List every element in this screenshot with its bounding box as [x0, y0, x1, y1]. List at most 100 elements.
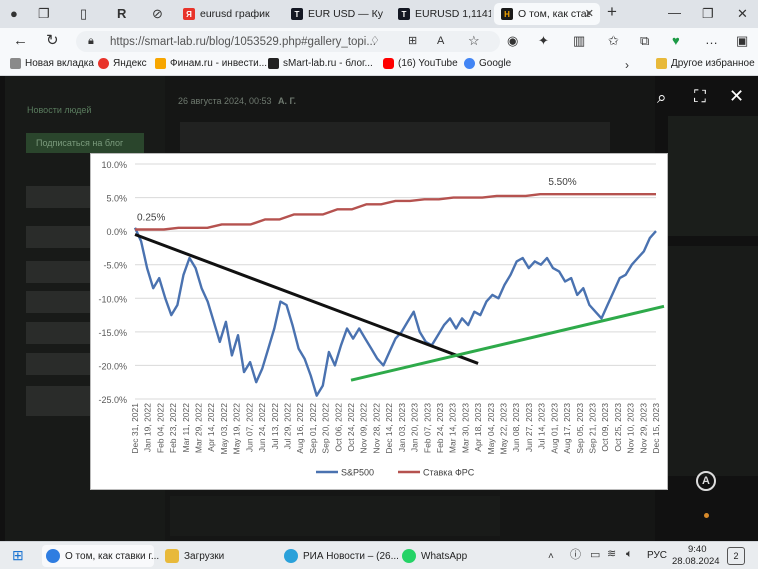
taskbar-label: РИА Новости – (26...: [303, 550, 399, 562]
x-tick-label: Feb 24, 2023: [435, 403, 445, 453]
favorites-icon[interactable]: ✩: [608, 33, 619, 48]
notification-center[interactable]: 2: [727, 547, 745, 565]
x-tick-label: Jun 07, 2022: [244, 403, 254, 452]
close-tab-icon[interactable]: ✕: [584, 8, 594, 20]
bottom-block-dimmed: [170, 496, 500, 536]
favorite-star-icon[interactable]: ☆: [468, 33, 480, 48]
bookmarks-bar: Новая вкладка Яндекс Финам.ru - инвести.…: [0, 55, 758, 76]
globe-icon[interactable]: ◉: [507, 33, 519, 48]
site-info-icon[interactable]: 🔒︎: [88, 35, 94, 47]
x-tick-label: Aug 17, 2023: [562, 403, 572, 454]
language-icon[interactable]: ⓘ: [570, 549, 581, 561]
url-text: https://smart-lab.ru/blog/1053529.php#ga…: [110, 35, 376, 48]
bookmark-finam[interactable]: Финам.ru - инвести...: [155, 58, 267, 69]
more-icon[interactable]: …: [705, 32, 718, 47]
sidebar-item-dimmed: [26, 186, 90, 208]
x-tick-label: Jun 08, 2023: [511, 403, 521, 452]
taskbar-label: О том, как ставки г...: [65, 550, 160, 562]
tab-0[interactable]: Я eurusd график: [176, 3, 280, 25]
page-content-overlay: Новости людей Подписаться на блог 26 авг…: [0, 76, 758, 541]
y-tick-label: 10.0%: [101, 160, 127, 170]
taskbar-item-telegram[interactable]: РИА Новости – (26...: [284, 545, 399, 567]
close-lightbox-icon[interactable]: ✕: [729, 86, 745, 106]
new-tab-icon: [10, 58, 21, 69]
bookmark-smartlab[interactable]: sMart-lab.ru - блог...: [268, 58, 373, 69]
extensions-icon[interactable]: ✦: [538, 33, 549, 48]
taskbar: ⊞ О том, как ставки г... Загрузки РИА Но…: [0, 541, 758, 569]
minimize-icon[interactable]: —: [668, 5, 681, 20]
copilot-icon[interactable]: ▣: [736, 33, 749, 48]
wifi-icon[interactable]: ≋: [607, 548, 617, 560]
page-icon[interactable]: ▯: [80, 6, 88, 21]
vpn-heart-icon[interactable]: ♥: [672, 33, 680, 48]
bookmark-label: Финам.ru - инвести...: [170, 58, 268, 69]
y-tick-label: 5.0%: [106, 194, 127, 204]
bookmark-new-tab[interactable]: Новая вкладка: [10, 58, 94, 69]
read-aloud-icon[interactable]: A: [437, 35, 445, 47]
x-tick-label: Feb 23, 2022: [168, 403, 178, 453]
bookmark-label: Google: [479, 58, 512, 69]
apps-icon[interactable]: ⊞: [408, 35, 418, 47]
r-app-icon[interactable]: R: [117, 6, 127, 21]
back-icon[interactable]: ←: [13, 32, 28, 49]
x-tick-label: Oct 24, 2022: [346, 403, 356, 452]
fed-rate-line: [135, 193, 656, 231]
bookmark-youtube[interactable]: (16) YouTube: [383, 58, 458, 69]
input-language[interactable]: РУС: [647, 550, 668, 561]
x-tick-label: Jul 13, 2022: [270, 403, 280, 450]
bookmark-google[interactable]: Google: [464, 58, 511, 69]
new-tab-icon[interactable]: +: [607, 2, 617, 21]
bookmark-other-folder[interactable]: Другое избранное: [656, 58, 755, 69]
x-tick-label: Oct 09, 2023: [600, 403, 610, 452]
tab-2[interactable]: T EURUSD 1,1141: [391, 3, 491, 25]
x-tick-label: Sep 21, 2023: [587, 403, 597, 454]
tab-title: eurusd график: [200, 8, 270, 20]
split-screen-icon[interactable]: ▥: [573, 33, 586, 48]
x-tick-label: Sep 05, 2023: [575, 403, 585, 454]
taskbar-item-browser[interactable]: О том, как ставки г...: [42, 545, 159, 567]
workspaces-icon[interactable]: ❐: [38, 6, 50, 21]
x-tick-label: Jan 03, 2023: [397, 403, 407, 452]
y-tick-label: 0.0%: [106, 227, 127, 237]
taskbar-label: WhatsApp: [421, 550, 468, 562]
blocked-icon[interactable]: ⊘: [152, 6, 163, 21]
x-tick-label: Oct 25, 2023: [613, 403, 623, 452]
x-tick-label: Jul 29, 2022: [282, 403, 292, 450]
volume-icon[interactable]: 🔈︎: [626, 548, 633, 560]
close-window-icon[interactable]: ✕: [737, 6, 748, 21]
legend-label: Ставка ФРС: [423, 468, 475, 478]
tradingview-icon: T: [398, 8, 410, 20]
page-badge-a[interactable]: A: [696, 471, 716, 491]
fullscreen-icon[interactable]: ⛶: [694, 87, 706, 106]
url-field[interactable]: 🔒︎ https://smart-lab.ru/blog/1053529.php…: [76, 31, 500, 52]
google-icon: [464, 58, 475, 69]
tradingview-icon: T: [291, 8, 303, 20]
y-tick-label: -5.0%: [103, 261, 127, 271]
x-tick-label: Jun 27, 2023: [524, 403, 534, 452]
reload-icon[interactable]: ↻: [46, 32, 59, 49]
zoom-search-icon[interactable]: ⌕: [657, 88, 667, 107]
clock-time[interactable]: 9:40: [688, 544, 707, 555]
bookmark-yandex[interactable]: Яндекс: [98, 58, 147, 69]
x-tick-label: Jan 20, 2023: [410, 403, 420, 452]
chevron-up-icon[interactable]: ˄: [548, 551, 554, 562]
profile-icon[interactable]: ●: [10, 6, 18, 21]
tab-1[interactable]: T EUR USD — Ку: [284, 3, 388, 25]
taskbar-item-downloads[interactable]: Загрузки: [165, 545, 265, 567]
sidebar-item-dimmed: [26, 353, 90, 375]
smartlab-icon: H: [501, 8, 513, 20]
bookmark-label: Другое избранное: [671, 58, 755, 69]
taskbar-item-whatsapp[interactable]: WhatsApp: [402, 545, 482, 567]
chevron-right-icon[interactable]: ›: [625, 58, 629, 72]
clock-date[interactable]: 28.08.2024: [672, 556, 720, 567]
taskbar-label: Загрузки: [184, 550, 225, 562]
x-tick-label: Jun 24, 2022: [257, 403, 267, 452]
restore-icon[interactable]: ❐: [702, 6, 714, 21]
tab-3-active[interactable]: H О том, как став ✕: [494, 3, 600, 25]
post-date: 26 августа 2024, 00:53: [178, 96, 272, 106]
x-tick-label: Mar 14, 2023: [448, 403, 458, 453]
notifications-bell-icon[interactable]: ♢: [370, 35, 380, 47]
windows-start-icon[interactable]: ⊞: [12, 547, 24, 563]
collections-icon[interactable]: ⧉: [640, 33, 650, 48]
network-icon[interactable]: ▭: [590, 549, 601, 561]
